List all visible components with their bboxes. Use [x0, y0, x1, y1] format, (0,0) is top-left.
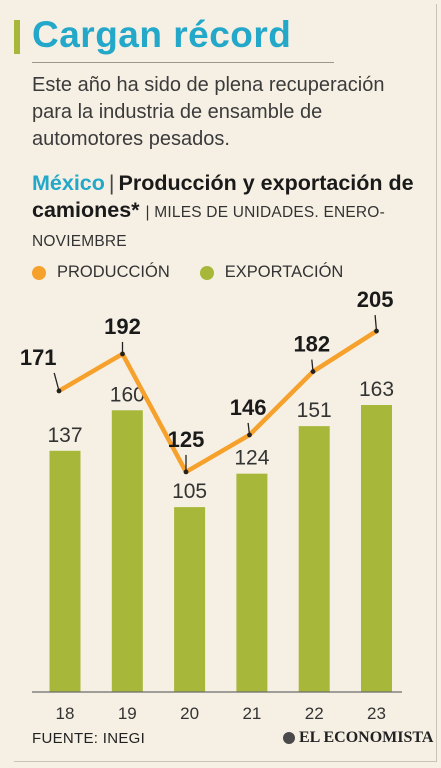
point-label-production-23: 205 [357, 287, 394, 312]
point-production-20 [183, 469, 189, 475]
bar-label-export-20: 105 [172, 480, 207, 503]
point-production-23 [374, 328, 379, 334]
bar-label-export-19: 160 [110, 383, 145, 406]
point-production-21 [247, 432, 252, 438]
page-title: Cargan récord [32, 14, 292, 55]
point-production-22 [310, 369, 316, 374]
x-tick-20: 20 [180, 704, 199, 723]
point-label-production-22: 182 [293, 332, 330, 357]
headline-separator: | [108, 171, 115, 195]
legend-export-dot [199, 265, 214, 280]
legend-item-production: PRODUCCIÓN [32, 263, 170, 282]
leader-production-23 [374, 314, 378, 332]
economista-logo-icon [283, 732, 295, 744]
chart-legend: PRODUCCIÓN EXPORTACIÓN [32, 263, 373, 282]
headline-main: Producción y exportación de camiones* [32, 171, 414, 222]
intro-text: Este año ha sido de plena recuperación p… [32, 74, 385, 150]
bar-export-20 [174, 507, 206, 692]
point-production-18 [56, 388, 62, 394]
bar-export-21 [236, 473, 268, 692]
legend-production-label: PRODUCCIÓN [57, 263, 170, 281]
x-tick-18: 18 [56, 704, 75, 723]
bar-export-19 [111, 410, 143, 692]
legend-production-dot [32, 265, 46, 280]
bar-label-export-23: 163 [359, 378, 394, 401]
country-label: México [32, 171, 105, 195]
legend-export-label: EXPORTACIÓN [224, 263, 344, 281]
bar-label-export-22: 151 [297, 399, 332, 422]
bar-export-22 [298, 426, 330, 692]
bar-label-export-18: 137 [47, 424, 82, 447]
bar-export-23 [361, 405, 392, 692]
x-tick-23: 23 [367, 704, 386, 723]
bar-export-18 [49, 450, 81, 692]
headline-unit: | MILES DE UNIDADES. ENERO-NOVIEMBRE [32, 204, 385, 250]
x-tick-19: 19 [118, 704, 137, 723]
point-production-19 [120, 351, 125, 357]
point-label-production-19: 192 [104, 314, 141, 339]
point-label-production-21: 146 [230, 395, 267, 420]
infographic-frame [14, 4, 437, 762]
chart-headline: México | Producción y exportación de camio… [32, 170, 427, 255]
brand-name: EL ECONOMISTA [299, 729, 434, 746]
x-tick-22: 22 [305, 704, 324, 723]
title-divider [32, 62, 334, 63]
x-tick-21: 21 [242, 704, 261, 723]
title-accent-bar [14, 20, 20, 54]
legend-item-export: EXPORTACIÓN [199, 263, 344, 282]
point-label-production-20: 125 [168, 427, 205, 452]
bar-label-export-21: 124 [234, 447, 269, 470]
leader-production-18 [53, 372, 60, 392]
source-note: FUENTE: INEGI [32, 730, 146, 747]
brand-logo: EL ECONOMISTA [283, 729, 433, 747]
point-label-production-18: 171 [20, 345, 57, 370]
line-production [56, 328, 379, 475]
